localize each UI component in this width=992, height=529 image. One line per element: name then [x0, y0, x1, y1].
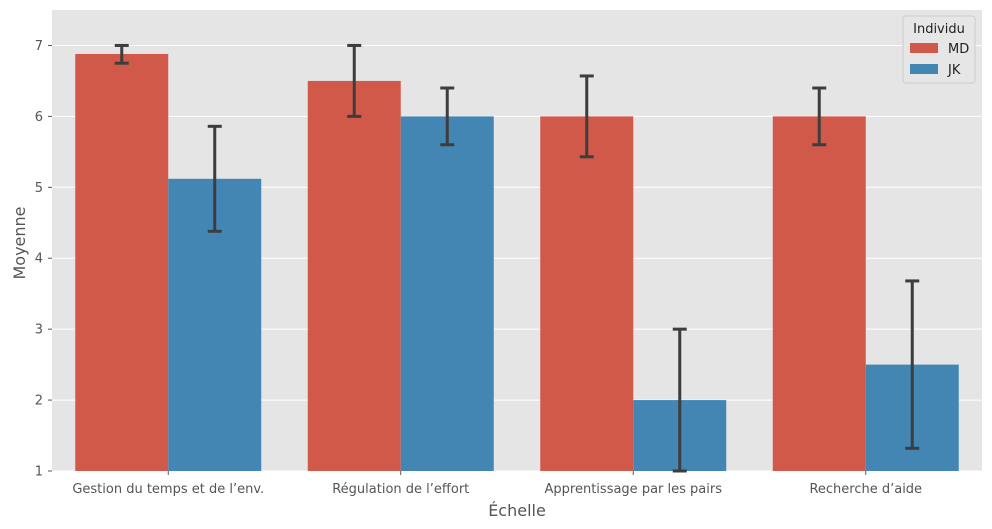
x-ticks: Gestion du temps et de l’env. Régulation …: [72, 471, 922, 497]
y-tick-label: 2: [35, 394, 43, 409]
bars: [75, 53, 959, 471]
y-tick-label: 1: [35, 465, 43, 480]
legend-label: MD: [948, 42, 969, 57]
x-tick-label: Apprentissage par les pairs: [545, 482, 723, 497]
legend-label: JK: [947, 63, 961, 78]
y-tick-label: 4: [35, 252, 43, 267]
y-tick-label: 5: [35, 181, 43, 196]
y-tick-label: 3: [35, 323, 43, 338]
y-tick-label: 6: [35, 110, 43, 125]
bar: [75, 53, 169, 471]
bar: [772, 116, 866, 471]
x-axis-title: Échelle: [488, 501, 546, 520]
bar: [400, 116, 494, 471]
legend-swatch: [910, 43, 938, 53]
bar: [540, 116, 634, 471]
y-axis-title: Moyenne: [10, 206, 29, 279]
bar: [307, 80, 401, 471]
legend: Individu MD JK: [902, 15, 976, 84]
legend-swatch: [910, 64, 938, 74]
x-tick-label: Régulation de l’effort: [332, 482, 469, 497]
error-bars: [114, 43, 920, 473]
x-tick-label: Recherche d’aide: [809, 482, 922, 497]
legend-title: Individu: [913, 22, 965, 37]
y-tick-label: 7: [35, 39, 43, 54]
x-tick-label: Gestion du temps et de l’env.: [72, 482, 264, 497]
y-ticks: 1 2 3 4 5 6 7: [35, 39, 52, 480]
